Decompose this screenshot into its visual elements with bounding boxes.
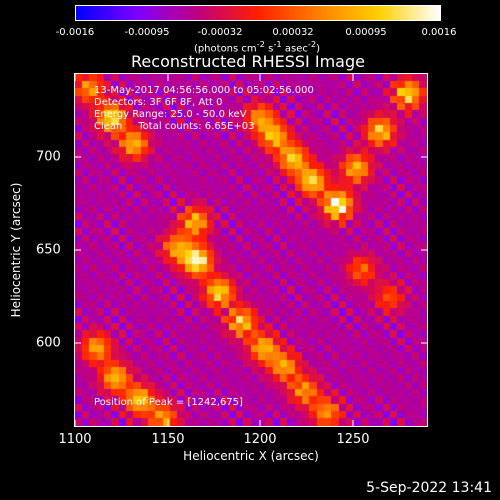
x-tick-label: 1200 [243, 432, 277, 447]
y-tick-label: 700 [36, 149, 61, 165]
info-detectors: Detectors: 3F 6F 8F, Att 0 [94, 97, 223, 108]
y-tick-label: 650 [36, 242, 61, 258]
timestamp: 5-Sep-2022 13:41 [366, 480, 492, 496]
colorbar-tick: -0.0016 [55, 27, 95, 38]
y-tick-label: 600 [36, 335, 61, 351]
y-axis-label: Heliocentric Y (arcsec) [9, 182, 23, 318]
x-tick-label: 1250 [336, 432, 370, 447]
x-tick-label: 1150 [151, 432, 185, 447]
x-axis-label: Heliocentric X (arcsec) [183, 449, 319, 463]
colorbar-tick: -0.00032 [197, 27, 243, 38]
colorbar [75, 5, 441, 21]
colorbar-units: (photons cm-2 s-1 asec-2) [193, 39, 321, 55]
x-tick-label: 1100 [58, 432, 92, 447]
heatmap-image [74, 73, 428, 427]
info-total-counts: Clean Total counts: 6.65E+03 [94, 121, 255, 132]
info-energy-range: Energy Range: 25.0 - 50.0 keV [94, 109, 247, 120]
peak-position: Position of Peak = [1242,675] [94, 397, 243, 408]
chart-title: Reconstructed RHESSI Image [131, 52, 365, 71]
colorbar-tick: 0.00095 [345, 27, 387, 38]
colorbar-tick: 0.00032 [272, 27, 314, 38]
info-time-range: 13-May-2017 04:56:56.000 to 05:02:56.000 [94, 85, 314, 96]
colorbar-tick: -0.00095 [124, 27, 170, 38]
colorbar-tick: 0.0016 [421, 27, 457, 38]
